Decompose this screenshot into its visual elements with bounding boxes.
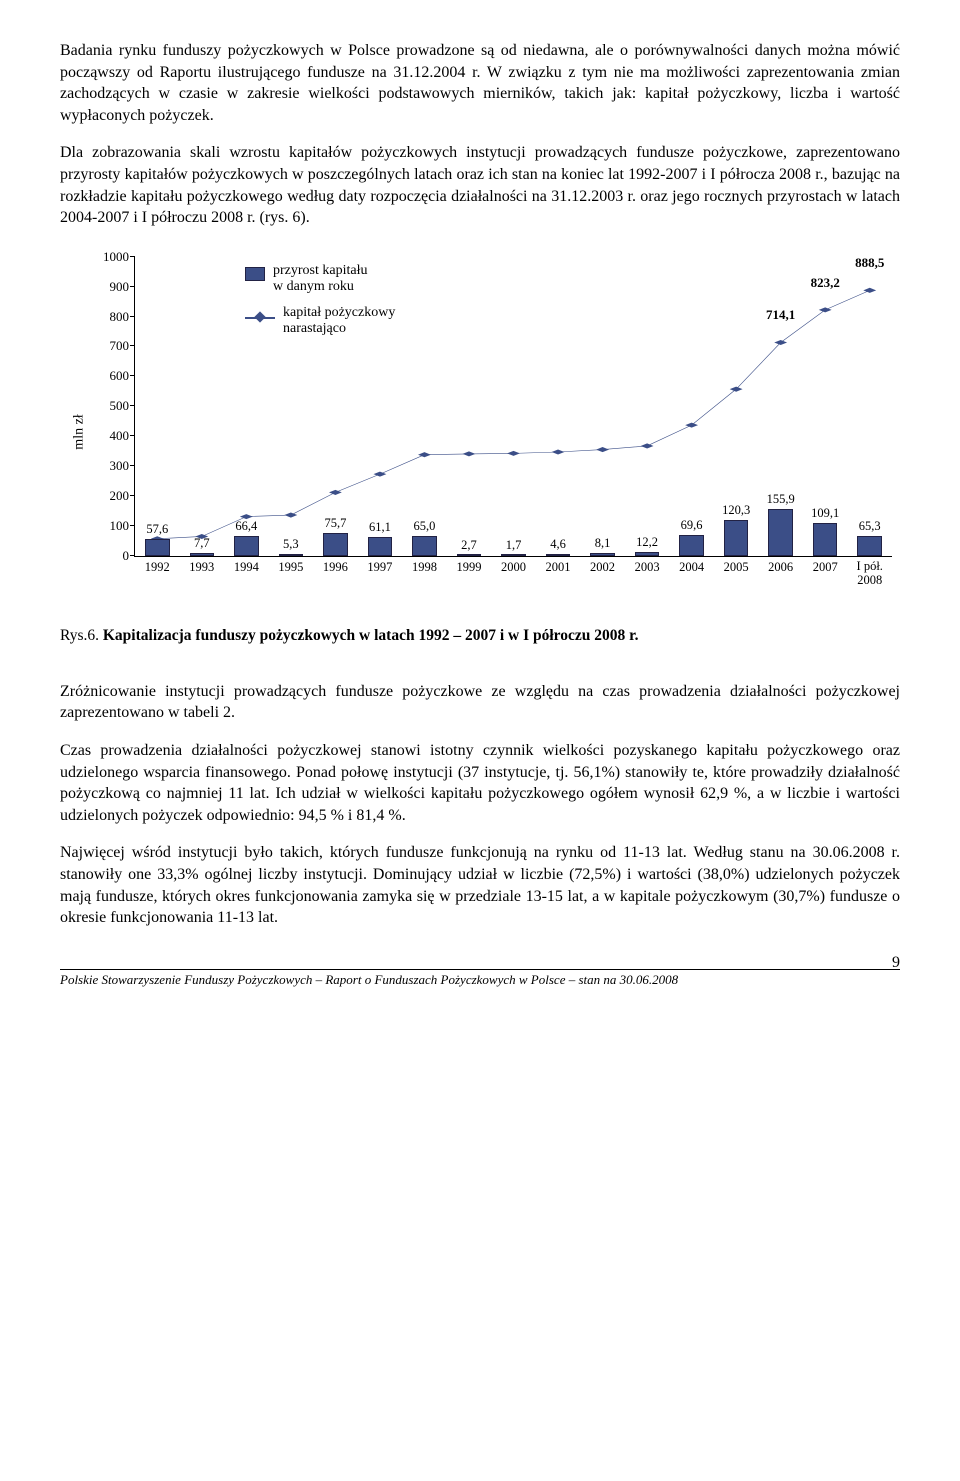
chart-y-axis-label: mln zł: [72, 414, 88, 449]
bar: [234, 536, 258, 556]
x-tick-label: 1997: [367, 560, 392, 575]
chart-figure-6: mln zł przyrost kapitałuw danym roku kap…: [60, 247, 900, 617]
x-tick-label: 1998: [412, 560, 437, 575]
x-tick-label: 2007: [813, 560, 838, 575]
page-number: 9: [892, 954, 900, 971]
bar: [768, 509, 792, 556]
bar-value-label: 1,7: [506, 538, 522, 553]
x-tick-label: 2004: [679, 560, 704, 575]
paragraph-2: Dla zobrazowania skali wzrostu kapitałów…: [60, 142, 900, 228]
bar-value-label: 66,4: [235, 519, 257, 534]
bar-value-label: 2,7: [461, 538, 477, 553]
bar-value-label: 155,9: [767, 492, 795, 507]
bar-value-label: 4,6: [550, 537, 566, 552]
caption-prefix: Rys.6.: [60, 627, 103, 644]
bar-value-label: 75,7: [324, 516, 346, 531]
bar: [724, 520, 748, 556]
bar-value-label: 8,1: [595, 536, 611, 551]
y-tick-label: 200: [95, 488, 129, 504]
y-tick-label: 800: [95, 309, 129, 325]
bar-value-label: 109,1: [811, 506, 839, 521]
y-tick-label: 1000: [95, 249, 129, 265]
y-tick-label: 0: [95, 548, 129, 564]
bar: [590, 553, 614, 555]
bar: [279, 554, 303, 556]
bar-value-label: 65,3: [859, 519, 881, 534]
y-tick-label: 700: [95, 338, 129, 354]
x-tick-label: 2001: [546, 560, 571, 575]
x-tick-label: 1993: [189, 560, 214, 575]
y-tick-label: 500: [95, 398, 129, 414]
bar: [813, 523, 837, 556]
bar-value-label: 120,3: [722, 503, 750, 518]
bar: [501, 554, 525, 556]
y-tick-label: 100: [95, 518, 129, 534]
bar: [679, 535, 703, 556]
bar-value-label: 65,0: [414, 519, 436, 534]
x-tick-label: 2003: [635, 560, 660, 575]
x-tick-label: 2005: [724, 560, 749, 575]
paragraph-3: Zróżnicowanie instytucji prowadzących fu…: [60, 681, 900, 724]
y-tick-label: 900: [95, 279, 129, 295]
x-tick-label: 1992: [145, 560, 170, 575]
bar: [857, 536, 881, 556]
x-tick-label: 2006: [768, 560, 793, 575]
bar-value-label: 61,1: [369, 520, 391, 535]
footer-text: Polskie Stowarzyszenie Funduszy Pożyczko…: [60, 972, 678, 988]
x-tick-label: 2002: [590, 560, 615, 575]
bar-value-label: 7,7: [194, 536, 210, 551]
caption-text: Kapitalizacja funduszy pożyczkowych w la…: [103, 627, 639, 644]
x-tick-label: 2000: [501, 560, 526, 575]
x-tick-label: 1994: [234, 560, 259, 575]
x-tick-label: I pół. 2008: [850, 560, 890, 588]
x-tick-label: 1996: [323, 560, 348, 575]
bar-value-label: 69,6: [681, 518, 703, 533]
bar: [635, 552, 659, 556]
bar: [323, 533, 347, 556]
paragraph-4: Czas prowadzenia działalności pożyczkowe…: [60, 740, 900, 826]
bar-value-label: 5,3: [283, 537, 299, 552]
bar: [190, 553, 214, 555]
bar: [546, 554, 570, 556]
y-tick-label: 300: [95, 458, 129, 474]
bar: [412, 536, 436, 555]
bar-value-label: 12,2: [636, 535, 658, 550]
x-tick-label: 1995: [278, 560, 303, 575]
bar-value-label: 57,6: [146, 522, 168, 537]
x-tick-label: 1999: [456, 560, 481, 575]
bar: [457, 554, 481, 556]
line-value-label: 714,1: [766, 307, 795, 323]
bar: [145, 539, 169, 556]
y-tick-label: 600: [95, 368, 129, 384]
paragraph-5: Najwięcej wśród instytucji było takich, …: [60, 842, 900, 928]
line-value-label: 823,2: [811, 274, 840, 290]
figure-caption: Rys.6. Kapitalizacja funduszy pożyczkowy…: [60, 627, 900, 645]
bar: [368, 537, 392, 555]
paragraph-1: Badania rynku funduszy pożyczkowych w Po…: [60, 40, 900, 126]
line-value-label: 888,5: [855, 255, 884, 271]
y-tick-label: 400: [95, 428, 129, 444]
